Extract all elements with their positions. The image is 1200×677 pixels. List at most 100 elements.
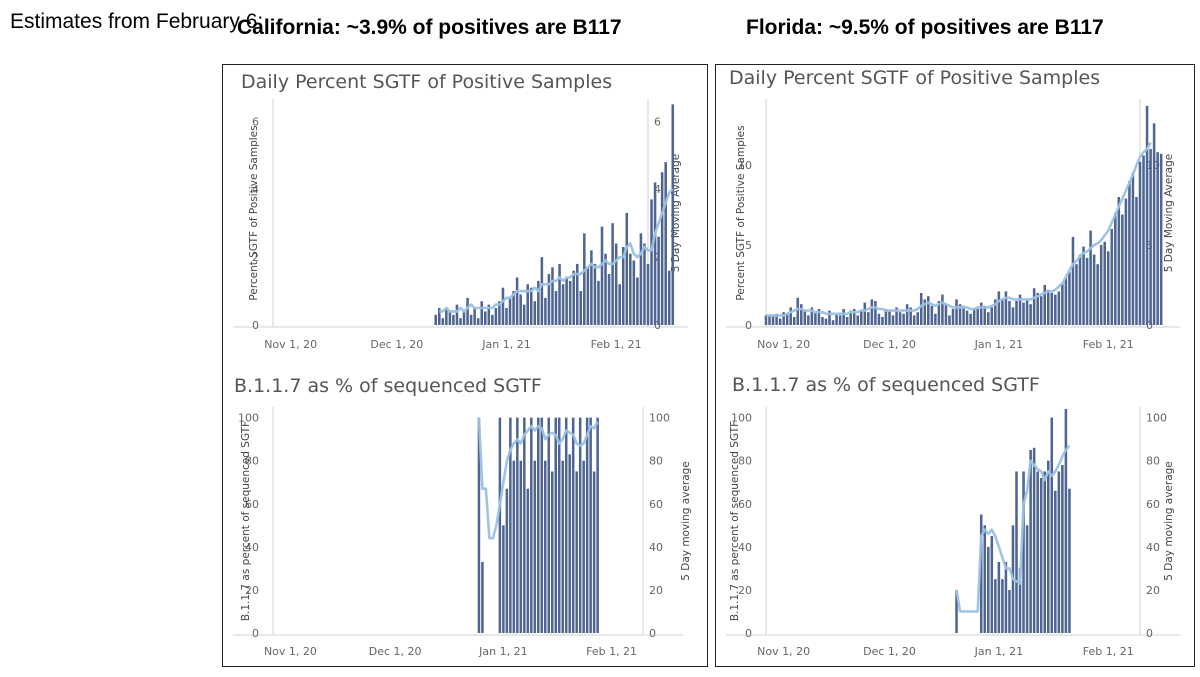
ca_sgtf-xtick: Nov 1, 20 bbox=[264, 338, 317, 351]
fl_sgtf-bar bbox=[888, 310, 891, 325]
ca_b117-bar bbox=[530, 417, 533, 633]
ca_sgtf-bar bbox=[650, 199, 653, 325]
ca_b117-bar bbox=[523, 417, 526, 633]
ca_sgtf-bar bbox=[494, 308, 498, 325]
fl_b117-ytick-left: 60 bbox=[738, 498, 752, 511]
fl_sgtf-bar bbox=[1075, 264, 1078, 325]
fl_sgtf-bar bbox=[1018, 294, 1022, 325]
ca_sgtf-xtick: Feb 1, 21 bbox=[591, 338, 642, 351]
ca_b117-ylabel: B.1.1.7 as percent of sequenced SGTF bbox=[240, 421, 252, 621]
fl_sgtf-bar bbox=[849, 310, 852, 325]
fl_b117-bar bbox=[1054, 490, 1057, 633]
fl_sgtf-bar bbox=[1156, 152, 1159, 325]
fl_sgtf-bar bbox=[838, 315, 842, 325]
fl_sgtf-bar bbox=[958, 304, 962, 325]
ca_sgtf-moving-average-line bbox=[439, 188, 674, 313]
ca_sgtf-bar bbox=[607, 274, 611, 325]
ca_sgtf-bar bbox=[529, 287, 533, 325]
fl_sgtf-bar bbox=[1057, 291, 1061, 325]
ca_b117-bar bbox=[592, 471, 596, 633]
fl_sgtf-bar bbox=[969, 313, 972, 325]
ca_b117-bar bbox=[533, 460, 537, 633]
fl_sgtf-bar bbox=[944, 304, 948, 325]
fl_sgtf-bar bbox=[835, 313, 838, 325]
fl_sgtf-bar bbox=[1103, 241, 1106, 325]
fl_sgtf-bar bbox=[1142, 155, 1145, 325]
fl_sgtf-ytick-left: 5 bbox=[745, 239, 752, 252]
ca_sgtf-bar bbox=[621, 246, 625, 325]
fl_sgtf-bar bbox=[1011, 307, 1015, 325]
fl_sgtf-bar bbox=[1029, 304, 1032, 325]
fl_sgtf-bar bbox=[898, 312, 902, 325]
florida-panel: Daily Percent SGTF of Positive Samples B… bbox=[715, 64, 1195, 667]
fl_sgtf-bar bbox=[962, 305, 965, 325]
ca_sgtf-bar bbox=[508, 297, 512, 325]
fl_b117-ytick-left: 0 bbox=[745, 627, 752, 640]
ca_sgtf-bar bbox=[664, 162, 667, 325]
fl_sgtf-bar bbox=[1145, 105, 1149, 325]
fl_sgtf-bar bbox=[870, 299, 874, 325]
fl_sgtf-bar bbox=[842, 309, 845, 325]
fl_sgtf-xtick: Dec 1, 20 bbox=[863, 338, 916, 351]
ca_sgtf-bar bbox=[505, 308, 508, 325]
ca_b117-xtick: Dec 1, 20 bbox=[369, 645, 422, 658]
ca_b117-bar bbox=[557, 417, 561, 633]
ca_b117-xtick: Nov 1, 20 bbox=[264, 645, 317, 658]
fl_sgtf-bar bbox=[785, 313, 789, 325]
ca_sgtf-bar bbox=[586, 267, 590, 325]
fl_sgtf-bar bbox=[856, 315, 860, 325]
ca_b117-bar bbox=[564, 417, 568, 633]
ca_b117-bar bbox=[477, 417, 481, 633]
ca_b117-bar bbox=[561, 460, 564, 633]
ca_b117-xtick: Jan 1, 21 bbox=[478, 645, 527, 658]
fl_sgtf-bar bbox=[1001, 299, 1004, 325]
ca_sgtf-bar bbox=[597, 280, 600, 325]
fl_sgtf-bar bbox=[902, 313, 905, 325]
fl_sgtf-bar bbox=[1036, 293, 1039, 325]
fl_sgtf-bar bbox=[789, 307, 792, 325]
ca_sgtf-xtick: Jan 1, 21 bbox=[481, 338, 530, 351]
ca_sgtf-bar bbox=[572, 270, 575, 325]
ca_sgtf-bar bbox=[561, 284, 565, 325]
fl_sgtf-bar bbox=[881, 317, 884, 325]
ca_b117-bar bbox=[544, 460, 547, 633]
fl_sgtf-ytick-left: 0 bbox=[745, 319, 752, 332]
ca_sgtf-bar bbox=[537, 280, 540, 325]
fl_sgtf-bar bbox=[845, 317, 849, 325]
fl_sgtf-bar bbox=[937, 301, 941, 325]
ca_b117-bar bbox=[512, 460, 516, 633]
fl_sgtf-bar bbox=[1149, 149, 1152, 325]
ca_sgtf-ytick-left: 0 bbox=[252, 319, 259, 332]
ca_sgtf-bar bbox=[452, 314, 455, 325]
ca_sgtf-bar bbox=[646, 263, 650, 325]
fl_sgtf-bar bbox=[828, 310, 831, 325]
ca_sgtf-bar bbox=[551, 267, 554, 325]
ca_b117-ytick-right: 60 bbox=[649, 498, 663, 511]
ca_b117-bar bbox=[498, 417, 502, 633]
ca_sgtf-ytick-left: 2 bbox=[252, 251, 259, 264]
ca_sgtf-bar bbox=[487, 304, 491, 325]
ca_sgtf-bar bbox=[441, 318, 445, 325]
fl_b117-xtick: Dec 1, 20 bbox=[863, 645, 916, 658]
ca_sgtf-bar bbox=[512, 291, 515, 325]
ca_b117-bar bbox=[550, 471, 554, 633]
ca-sgtf-chart-title: Daily Percent SGTF of Positive Samples bbox=[241, 71, 613, 93]
fl_sgtf-bar bbox=[1124, 198, 1128, 325]
ca_sgtf-bar bbox=[667, 270, 671, 325]
ca_b117-ytick-right: 20 bbox=[649, 584, 663, 597]
fl_b117-bar bbox=[1022, 471, 1025, 633]
california-panel: Daily Percent SGTF of Positive Samples B… bbox=[222, 64, 708, 667]
ca_sgtf-ytick-right: 6 bbox=[654, 115, 661, 128]
fl_sgtf-bar bbox=[1096, 264, 1099, 325]
ca_b117-ytick-left: 0 bbox=[252, 627, 259, 640]
ca_sgtf-bar bbox=[593, 263, 597, 325]
fl_sgtf-bar bbox=[884, 309, 888, 325]
ca_sgtf-bar bbox=[540, 257, 544, 325]
fl_b117-bar bbox=[1032, 447, 1036, 633]
ca_b117-bar bbox=[516, 417, 519, 633]
fl_sgtf-bar bbox=[778, 318, 782, 325]
fl_sgtf-bar bbox=[1117, 197, 1121, 325]
fl_sgtf-bar bbox=[810, 307, 814, 325]
ca_sgtf-bar bbox=[579, 291, 583, 325]
ca_sgtf-bar bbox=[501, 287, 505, 325]
